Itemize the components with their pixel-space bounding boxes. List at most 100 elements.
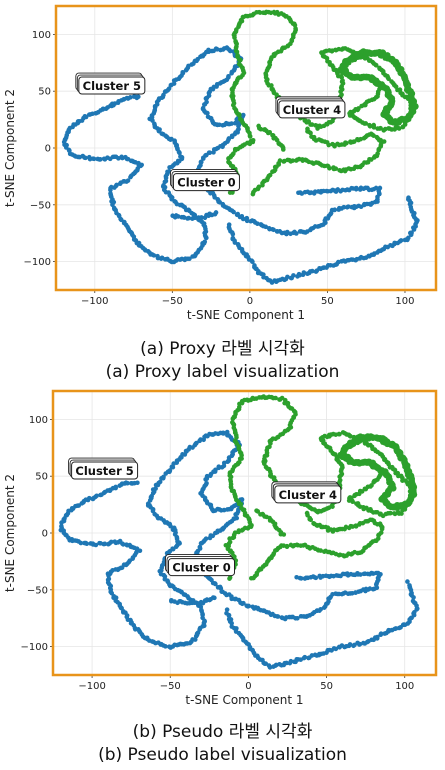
scatter-point — [167, 468, 173, 473]
scatter-point — [198, 541, 204, 546]
scatter-point — [406, 195, 411, 201]
scatter-point — [235, 53, 240, 58]
scatter-point — [91, 156, 97, 162]
tsne-panel-a: Cluster 5 Cluster 0 Cluster 4 −100 −50 0 50 100… — [3, 4, 438, 322]
scatter-point — [270, 132, 275, 138]
scatter-point — [375, 151, 380, 156]
scatter-point — [284, 660, 289, 666]
scatter-point — [309, 134, 314, 139]
x-tick-label: −50 — [162, 296, 183, 307]
scatter-point — [327, 165, 332, 171]
scatter-point — [256, 184, 262, 190]
y-tick-label: 0 — [42, 529, 48, 540]
scatter-point — [226, 159, 231, 165]
cluster-label: Cluster 4 — [275, 96, 346, 119]
scatter-point — [241, 600, 246, 606]
scatter-point — [381, 139, 387, 144]
scatter-point — [206, 47, 211, 53]
scatter-point — [290, 158, 295, 163]
scatter-series-6 — [249, 510, 385, 581]
scatter-point — [224, 429, 230, 435]
x-tick-label: 0 — [247, 296, 253, 307]
cluster-label: Cluster 4 — [271, 481, 342, 504]
x-tick-label: −100 — [81, 296, 108, 307]
scatter-point — [244, 218, 250, 224]
scatter-point — [255, 221, 260, 227]
scatter-point — [178, 154, 183, 159]
scatter-point — [302, 654, 308, 660]
scatter-series-1 — [107, 480, 140, 494]
scatter-point — [202, 239, 208, 245]
scatter-point — [271, 227, 276, 233]
caption-b-korean: (b) Pseudo 라벨 시각화 — [132, 722, 313, 742]
scatter-point — [295, 616, 300, 621]
y-tick-label: 100 — [32, 30, 51, 41]
scatter-point — [254, 508, 259, 513]
cluster-label-text: Cluster 0 — [172, 561, 230, 575]
scatter-point — [237, 459, 242, 465]
scatter-point — [294, 574, 299, 580]
cluster-label-text: Cluster 0 — [177, 176, 235, 190]
scatter-point — [250, 259, 255, 265]
y-tick-label: −100 — [21, 642, 48, 653]
scatter-point — [304, 510, 310, 516]
scatter-point — [357, 187, 363, 192]
scatter-point — [128, 174, 133, 180]
scatter-point — [375, 536, 381, 541]
scatter-point — [293, 231, 299, 236]
scatter-point — [233, 512, 238, 517]
scatter-point — [284, 543, 290, 549]
scatter-point — [163, 644, 168, 649]
scatter-point — [410, 598, 416, 604]
scatter-point — [153, 486, 158, 491]
scatter-point — [318, 606, 323, 612]
scatter-point — [203, 477, 208, 482]
scatter-point — [273, 395, 278, 401]
scatter-point — [333, 166, 339, 171]
scatter-point — [310, 268, 315, 274]
scatter-point — [333, 646, 339, 652]
scatter-point — [302, 576, 308, 581]
scatter-series-3 — [169, 595, 217, 607]
scatter-point — [117, 181, 123, 187]
scatter-point — [285, 274, 290, 280]
scatter-point — [90, 496, 96, 502]
plot-frame — [51, 389, 438, 677]
scatter-point — [309, 122, 315, 127]
scatter-point — [332, 207, 338, 213]
scatter-point — [108, 539, 114, 545]
scatter-point — [230, 231, 236, 237]
scatter-point — [212, 595, 217, 601]
scatter-point — [348, 434, 353, 439]
scatter-point — [232, 438, 238, 444]
scatter-point — [240, 216, 246, 222]
scatter-point — [341, 445, 348, 453]
scatter-point — [138, 163, 143, 169]
scatter-point — [277, 158, 283, 163]
cluster-label-text: Cluster 5 — [83, 79, 141, 93]
scatter-point — [275, 614, 281, 619]
scatter-point — [250, 138, 256, 143]
x-tick-label: 50 — [321, 296, 334, 307]
scatter-series-7 — [256, 123, 286, 152]
plot-frame — [54, 4, 438, 292]
tsne-panel-b: Cluster 5 Cluster 0 Cluster 4 −100 −50 0 50 100… — [3, 389, 438, 707]
scatter-point — [125, 480, 130, 486]
scatter-point — [157, 479, 163, 485]
scatter-point — [256, 123, 261, 129]
scatter-point — [205, 110, 210, 116]
scatter-point — [207, 535, 213, 541]
scatter-point — [292, 22, 298, 28]
scatter-point — [203, 96, 209, 101]
scatter-series-2 — [226, 195, 420, 285]
cluster-label: Cluster 5 — [68, 457, 139, 480]
x-axis-label: t-SNE Component 1 — [187, 308, 305, 322]
scatter-point — [374, 634, 380, 640]
scatter-point — [246, 603, 251, 609]
scatter-point — [108, 187, 113, 193]
scatter-point — [175, 214, 181, 219]
x-axis-label: t-SNE Component 1 — [185, 693, 303, 707]
scatter-point — [348, 139, 353, 144]
scatter-point — [305, 126, 310, 132]
